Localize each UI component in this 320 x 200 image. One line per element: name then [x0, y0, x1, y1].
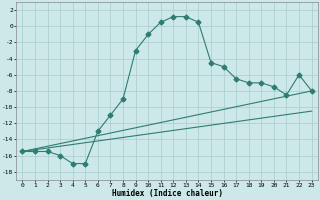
X-axis label: Humidex (Indice chaleur): Humidex (Indice chaleur) [111, 189, 222, 198]
